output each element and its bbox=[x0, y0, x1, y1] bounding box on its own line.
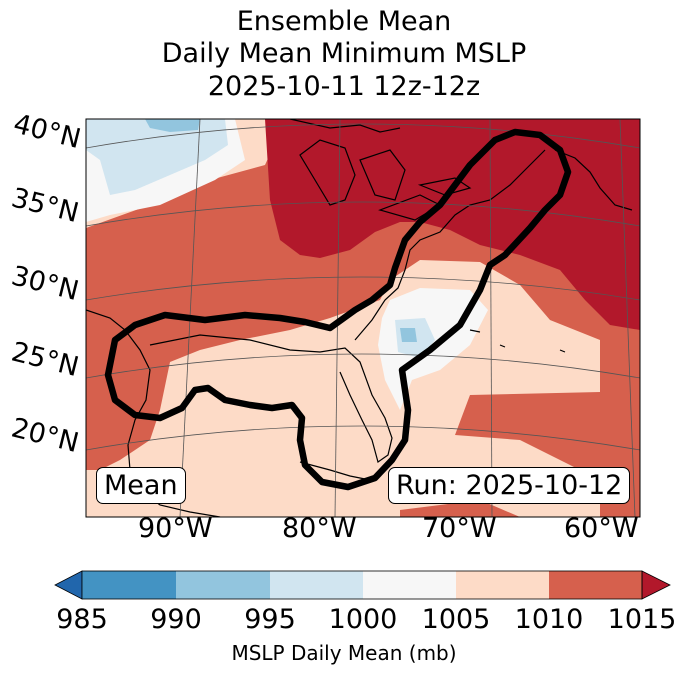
colorbar-swatch-990-995 bbox=[176, 571, 270, 599]
colorbar-tick-1010: 1010 bbox=[514, 604, 584, 635]
lon-label-70: 70°W bbox=[422, 513, 497, 544]
graticule-lat-35 bbox=[86, 201, 640, 227]
graticule-lon-70 bbox=[489, 119, 493, 517]
colorbar-swatch-1000-1005 bbox=[363, 571, 456, 599]
graticule-lat-30 bbox=[86, 276, 640, 301]
field-1010-1015-south bbox=[400, 500, 520, 517]
cuba-coastline bbox=[299, 461, 371, 481]
field-over-1015 bbox=[265, 119, 640, 330]
pressure-field bbox=[86, 119, 640, 517]
title-line-1: Ensemble Mean bbox=[236, 6, 452, 37]
colorbar-tick-990: 990 bbox=[150, 604, 202, 635]
field-990-995-atlantic bbox=[400, 328, 417, 342]
atlantic-islands bbox=[469, 329, 566, 353]
lon-label-90: 90°W bbox=[138, 513, 213, 544]
colorbar-tick-995: 995 bbox=[244, 604, 296, 635]
field-990-995-nw bbox=[145, 119, 200, 132]
florida-coastline bbox=[149, 334, 393, 463]
lon-label-60: 60°W bbox=[564, 513, 639, 544]
colorbar-tick-1015: 1015 bbox=[607, 604, 677, 635]
title-line-3: 2025-10-11 12z-12z bbox=[207, 71, 481, 102]
colorbar-swatch-1005-1010 bbox=[456, 571, 549, 599]
maritimes-coastline bbox=[554, 149, 633, 211]
colorbar-tick-1000: 1000 bbox=[328, 604, 398, 635]
colorbar-frame bbox=[81, 570, 643, 600]
east-coastline bbox=[354, 149, 546, 341]
colorbar-tick-1005: 1005 bbox=[421, 604, 491, 635]
graticule-lon-80 bbox=[334, 119, 341, 517]
colorbar-swatch-985-990 bbox=[82, 571, 176, 599]
lake-huron bbox=[359, 149, 406, 201]
field-995-1000-nw bbox=[86, 119, 228, 195]
colorbar-extend-high bbox=[641, 570, 671, 600]
colorbar-label: MSLP Daily Mean (mb) bbox=[231, 641, 457, 665]
highlight-contour bbox=[104, 128, 572, 491]
mean-label-box: Mean bbox=[96, 467, 186, 504]
lon-label-80: 80°W bbox=[282, 513, 357, 544]
colorbar-extend-low bbox=[54, 570, 83, 600]
colorbar-tick-985: 985 bbox=[56, 604, 108, 635]
map-frame bbox=[85, 118, 641, 518]
colorbar bbox=[54, 570, 671, 600]
graticule-lat-20 bbox=[86, 425, 640, 451]
graticule-lon-60 bbox=[619, 119, 636, 517]
run-date-box: Run: 2025-10-12 bbox=[388, 467, 631, 504]
colorbar-swatch-995-1000 bbox=[270, 571, 363, 599]
lake-ontario bbox=[417, 177, 472, 196]
graticule-lat-40 bbox=[86, 123, 640, 149]
title-line-2: Daily Mean Minimum MSLP bbox=[161, 38, 527, 69]
graticule-lat-25 bbox=[86, 353, 640, 379]
lake-michigan bbox=[299, 139, 356, 206]
colorbar-swatch-1010-1015 bbox=[549, 571, 642, 599]
